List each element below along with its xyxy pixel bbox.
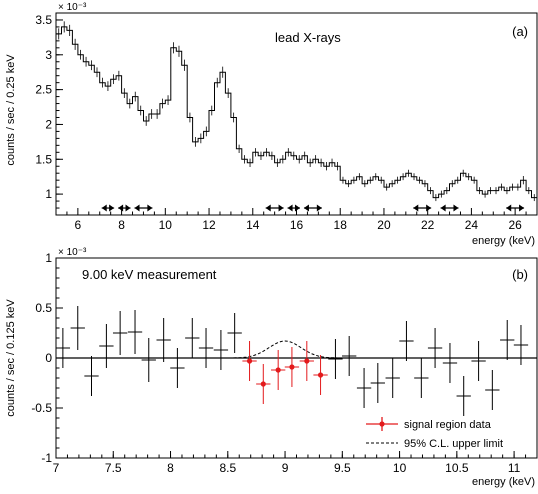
y-tick-label: 2.5 bbox=[35, 83, 52, 97]
signal-point bbox=[246, 358, 253, 364]
interval-arrow-left bbox=[413, 204, 419, 212]
interval-arrow-right bbox=[125, 204, 131, 212]
legend-signal-label: signal region data bbox=[404, 419, 492, 431]
interval-arrow-left bbox=[134, 204, 140, 212]
x-tick-label: 10.5 bbox=[445, 461, 469, 475]
interval-arrow-left bbox=[506, 204, 512, 212]
x-tick-label: 26 bbox=[508, 218, 522, 232]
upper-limit-curve bbox=[233, 340, 337, 359]
interval-arrow-right bbox=[519, 204, 525, 212]
interval-arrow-right bbox=[109, 204, 115, 212]
x-tick-label: 9 bbox=[282, 461, 289, 475]
panel-b-annotation: 9.00 keV measurement bbox=[82, 267, 217, 282]
x-tick-label: 7.5 bbox=[105, 461, 122, 475]
panel-a-marks bbox=[56, 21, 537, 212]
x-tick-label: 11 bbox=[508, 461, 521, 475]
interval-arrow-left bbox=[303, 204, 309, 212]
y-tick-label: -0.5 bbox=[31, 401, 52, 415]
signal-point bbox=[304, 358, 310, 364]
panel-b-xlabel: energy (keV) bbox=[472, 476, 535, 488]
x-tick-label: 14 bbox=[246, 218, 260, 232]
y-tick-label: -1 bbox=[41, 451, 52, 465]
panel-b-marks bbox=[55, 306, 537, 416]
x-tick-label: 12 bbox=[202, 218, 216, 232]
interval-arrow-right bbox=[453, 204, 459, 212]
panel-b-ylabel: counts / sec / 0.125 keV bbox=[5, 299, 17, 417]
interval-arrow-right bbox=[278, 204, 284, 212]
y-tick-label: 0.5 bbox=[35, 301, 52, 315]
x-tick-label: 6 bbox=[75, 218, 82, 232]
signal-point bbox=[289, 364, 295, 370]
panel-b-ticks: 7 7.5 8 8.5 9 9.5 10 10.5 11 -1 -0.5 0 0.5 1 bbox=[31, 251, 538, 475]
panel-b-label: (b) bbox=[512, 267, 528, 282]
panel-a-ylabel: counts / sec / 0.25 keV bbox=[5, 54, 17, 166]
legend: signal region data 95% C.L. upper limit bbox=[366, 417, 503, 450]
y-tick-label: 1 bbox=[45, 251, 52, 265]
x-tick-label: 20 bbox=[377, 218, 391, 232]
signal-point bbox=[260, 381, 266, 387]
panel-a-annotation: lead X-rays bbox=[275, 30, 341, 45]
panel-a-ticks: 6 8 10 12 14 16 18 20 22 24 26 1 1.5 2 2.5 3 3.5 bbox=[35, 13, 538, 232]
y-tick-label: 1 bbox=[45, 187, 52, 201]
panel-b-y-multiplier: × 10⁻³ bbox=[58, 247, 87, 258]
legend-limit-label: 95% C.L. upper limit bbox=[404, 438, 503, 450]
signal-point bbox=[275, 367, 281, 373]
x-tick-label: 24 bbox=[465, 218, 479, 232]
y-tick-label: 1.5 bbox=[35, 152, 52, 166]
panel-b: 7 7.5 8 8.5 9 9.5 10 10.5 11 -1 -0.5 0 0.5 1 × 10⁻³ 9… bbox=[5, 247, 538, 488]
panel-a-y-multiplier: × 10⁻³ bbox=[58, 2, 87, 13]
interval-arrow-left bbox=[265, 204, 271, 212]
interval-arrow-left bbox=[440, 204, 446, 212]
interval-arrow-left bbox=[101, 204, 107, 212]
interval-arrow-right bbox=[316, 204, 322, 212]
panel-a-label: (a) bbox=[512, 24, 528, 39]
x-tick-label: 8 bbox=[118, 218, 125, 232]
legend-signal-marker bbox=[379, 421, 385, 427]
interval-arrow-left bbox=[118, 204, 124, 212]
x-tick-label: 10 bbox=[159, 218, 173, 232]
interval-arrow-right bbox=[294, 204, 300, 212]
x-tick-label: 7 bbox=[53, 461, 60, 475]
y-tick-label: 2 bbox=[45, 117, 52, 131]
interval-arrow-right bbox=[147, 204, 153, 212]
interval-arrow-right bbox=[426, 204, 432, 212]
x-tick-label: 16 bbox=[290, 218, 304, 232]
interval-arrow-left bbox=[287, 204, 293, 212]
x-tick-label: 10 bbox=[393, 461, 407, 475]
signal-point bbox=[317, 372, 324, 378]
y-tick-label: 3 bbox=[45, 48, 52, 62]
x-tick-label: 9.5 bbox=[334, 461, 351, 475]
y-tick-label: 3.5 bbox=[35, 13, 52, 27]
y-tick-label: 0 bbox=[45, 351, 52, 365]
x-tick-label: 8.5 bbox=[219, 461, 236, 475]
x-tick-label: 8 bbox=[167, 461, 174, 475]
spectrum-histogram bbox=[56, 26, 537, 199]
panel-a-xlabel: energy (keV) bbox=[472, 235, 535, 247]
x-tick-label: 18 bbox=[334, 218, 348, 232]
x-tick-label: 22 bbox=[421, 218, 435, 232]
